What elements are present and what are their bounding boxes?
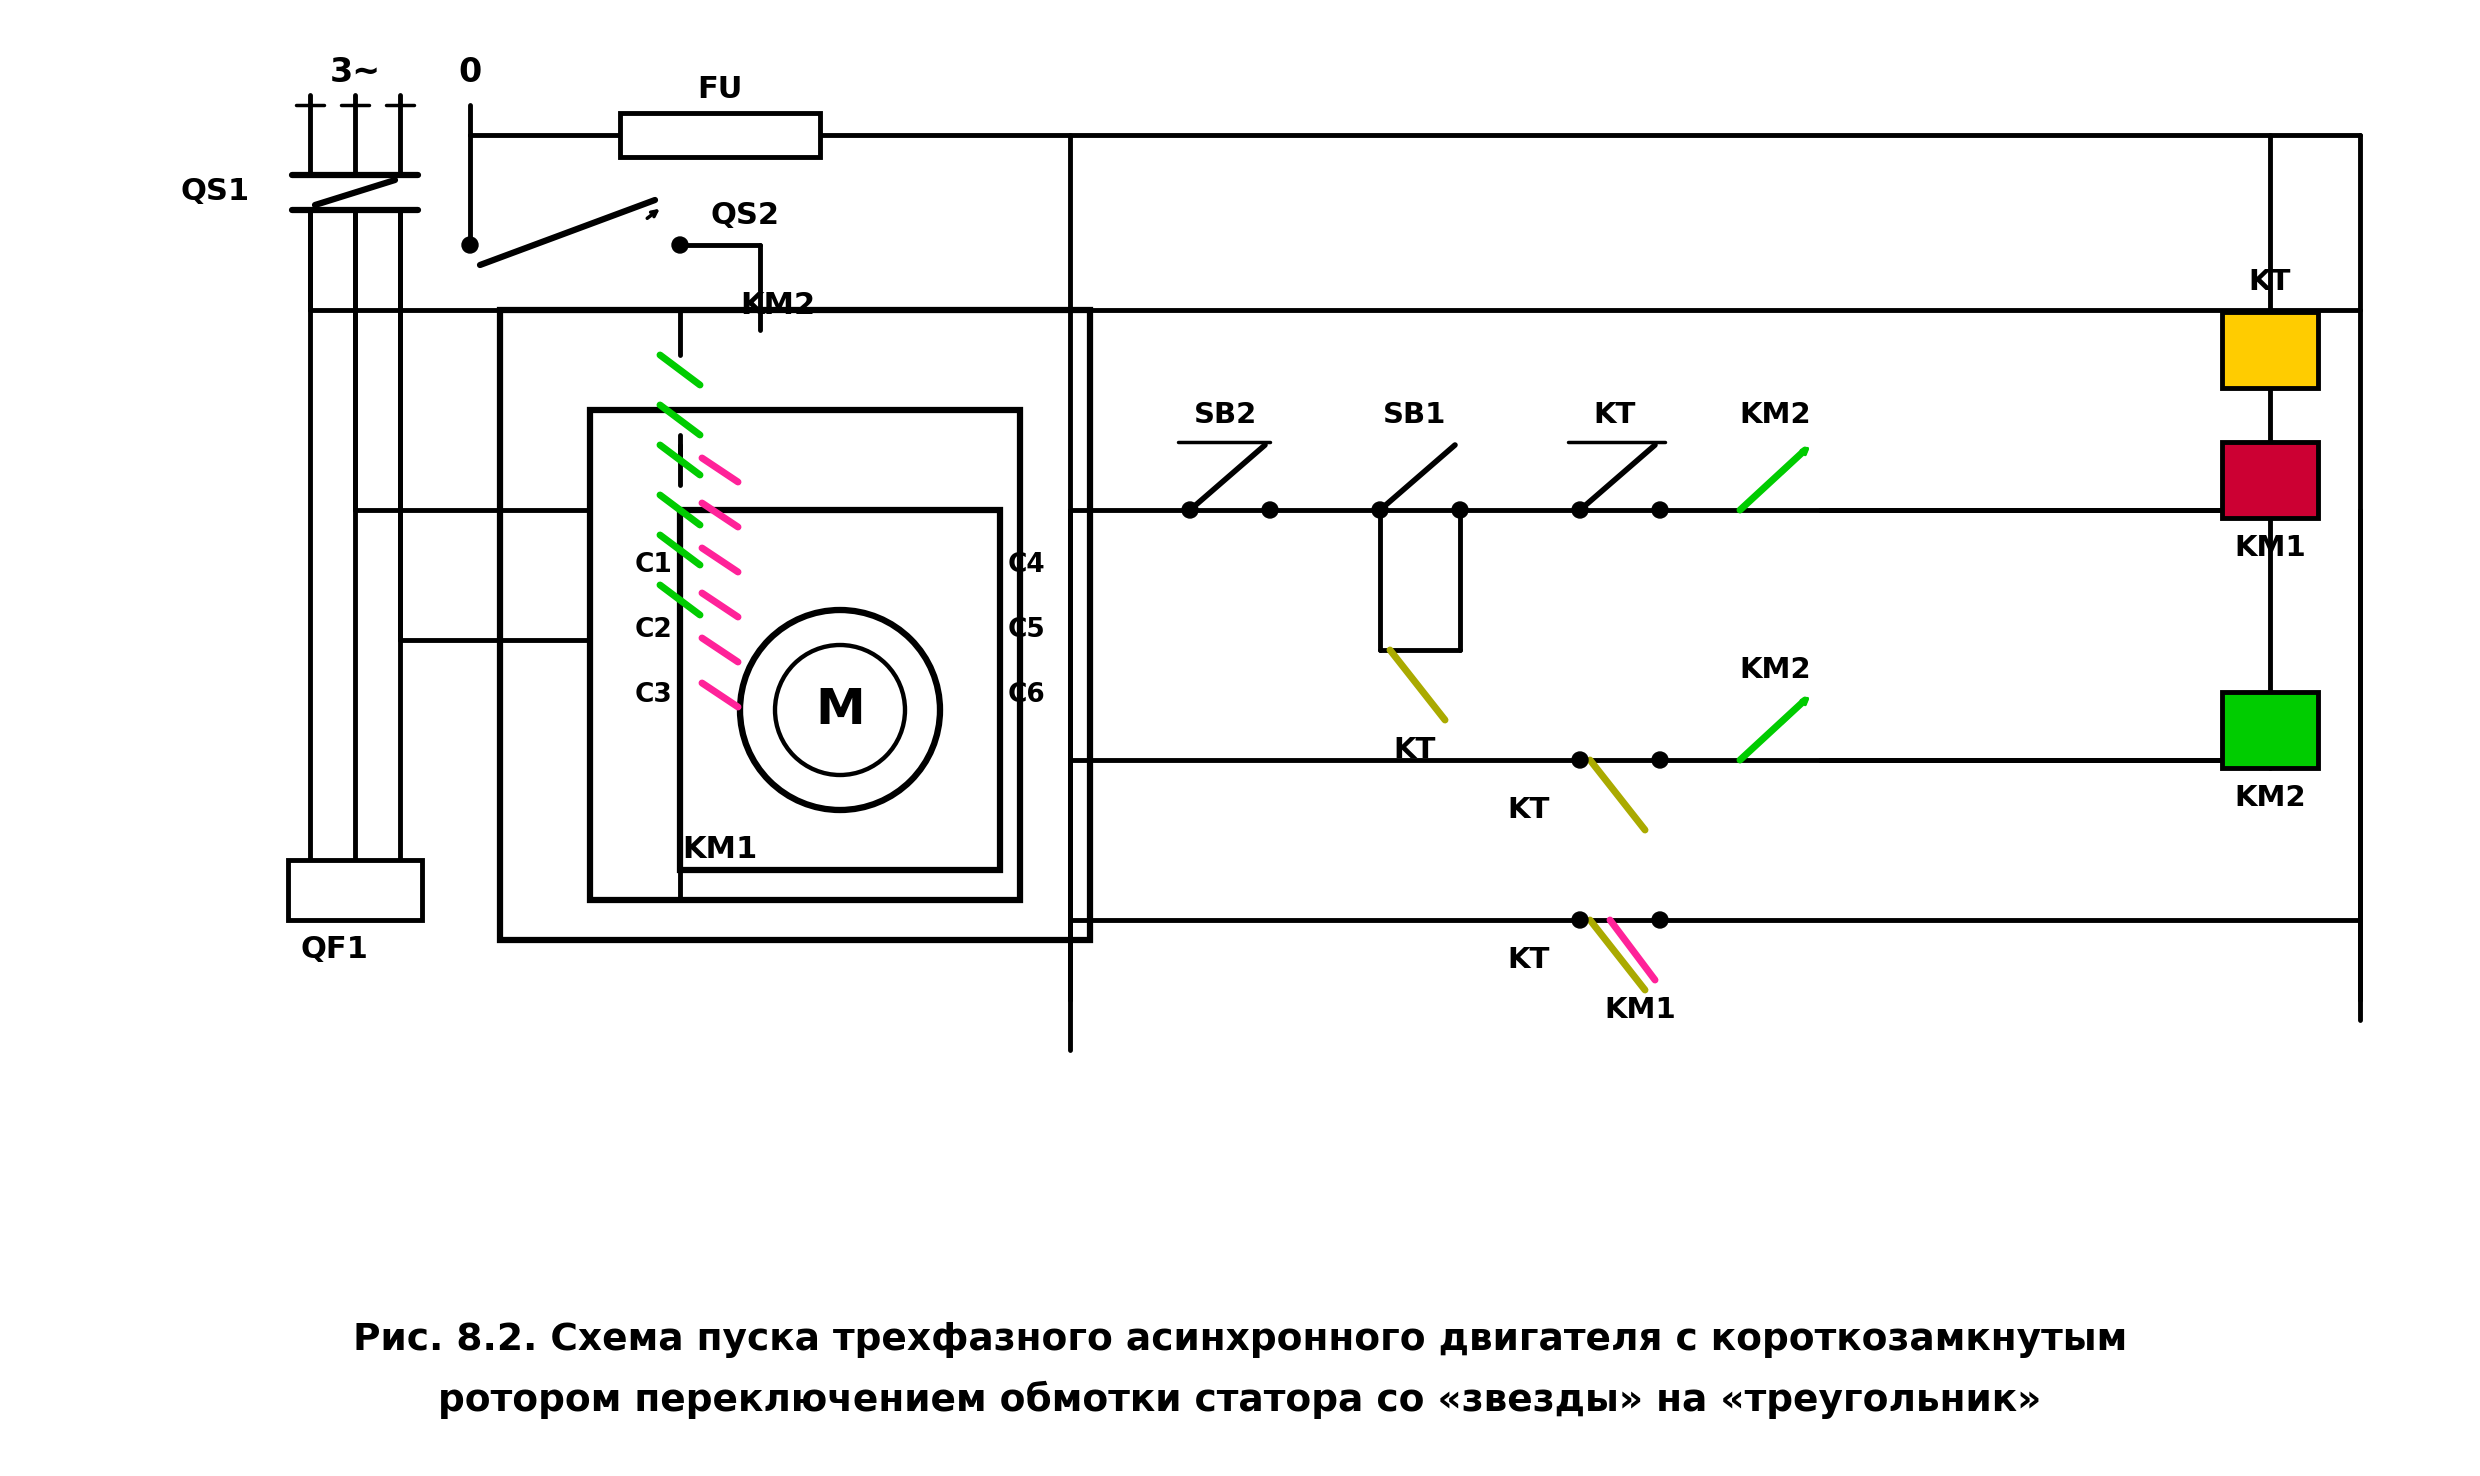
Text: KT: KT bbox=[1508, 796, 1550, 824]
Text: FU: FU bbox=[697, 75, 742, 105]
Text: Рис. 8.2. Схема пуска трехфазного асинхронного двигателя с короткозамкнутым: Рис. 8.2. Схема пуска трехфазного асинхр… bbox=[352, 1322, 2128, 1358]
Text: QF1: QF1 bbox=[300, 936, 367, 964]
Text: KM1: KM1 bbox=[2234, 534, 2306, 562]
Circle shape bbox=[1652, 912, 1669, 928]
Circle shape bbox=[1451, 502, 1468, 518]
Text: 3~: 3~ bbox=[330, 56, 379, 89]
Text: C3: C3 bbox=[635, 682, 672, 708]
Text: QS1: QS1 bbox=[181, 177, 250, 207]
Text: KT: KT bbox=[1508, 946, 1550, 974]
Bar bbox=[620, 114, 821, 156]
Bar bbox=[2222, 311, 2319, 388]
Circle shape bbox=[461, 238, 479, 252]
Circle shape bbox=[1371, 502, 1389, 518]
Text: QS2: QS2 bbox=[709, 201, 779, 229]
Text: KM2: KM2 bbox=[1738, 401, 1810, 430]
Circle shape bbox=[739, 610, 940, 810]
Text: SB2: SB2 bbox=[1193, 401, 1257, 430]
Text: C5: C5 bbox=[1007, 617, 1047, 644]
Text: KM1: KM1 bbox=[682, 835, 756, 865]
Circle shape bbox=[1572, 502, 1587, 518]
Text: 0: 0 bbox=[459, 56, 481, 89]
Bar bbox=[2222, 692, 2319, 768]
Text: KM2: KM2 bbox=[1738, 655, 1810, 683]
Text: M: M bbox=[816, 686, 866, 734]
Circle shape bbox=[1572, 912, 1587, 928]
Circle shape bbox=[1652, 502, 1669, 518]
Circle shape bbox=[1262, 502, 1277, 518]
Circle shape bbox=[1183, 502, 1198, 518]
Text: KT: KT bbox=[1394, 737, 1436, 765]
Bar bbox=[680, 511, 999, 869]
Text: KM2: KM2 bbox=[739, 291, 816, 319]
Text: C4: C4 bbox=[1007, 552, 1047, 579]
Text: KT: KT bbox=[2249, 269, 2292, 297]
Bar bbox=[288, 861, 422, 920]
Circle shape bbox=[1572, 751, 1587, 768]
Text: KM2: KM2 bbox=[2234, 784, 2306, 812]
Text: C6: C6 bbox=[1007, 682, 1047, 708]
Bar bbox=[501, 310, 1091, 940]
Text: KM1: KM1 bbox=[1605, 996, 1676, 1024]
Circle shape bbox=[774, 645, 905, 775]
Text: C1: C1 bbox=[635, 552, 672, 579]
Text: C2: C2 bbox=[635, 617, 672, 644]
Circle shape bbox=[672, 238, 687, 252]
Bar bbox=[2222, 441, 2319, 518]
Circle shape bbox=[1652, 751, 1669, 768]
Text: ротором переключением обмотки статора со «звезды» на «треугольник»: ротором переключением обмотки статора со… bbox=[439, 1382, 2041, 1418]
Text: KT: KT bbox=[1595, 401, 1637, 430]
Bar bbox=[590, 410, 1019, 900]
Text: SB1: SB1 bbox=[1384, 401, 1446, 430]
